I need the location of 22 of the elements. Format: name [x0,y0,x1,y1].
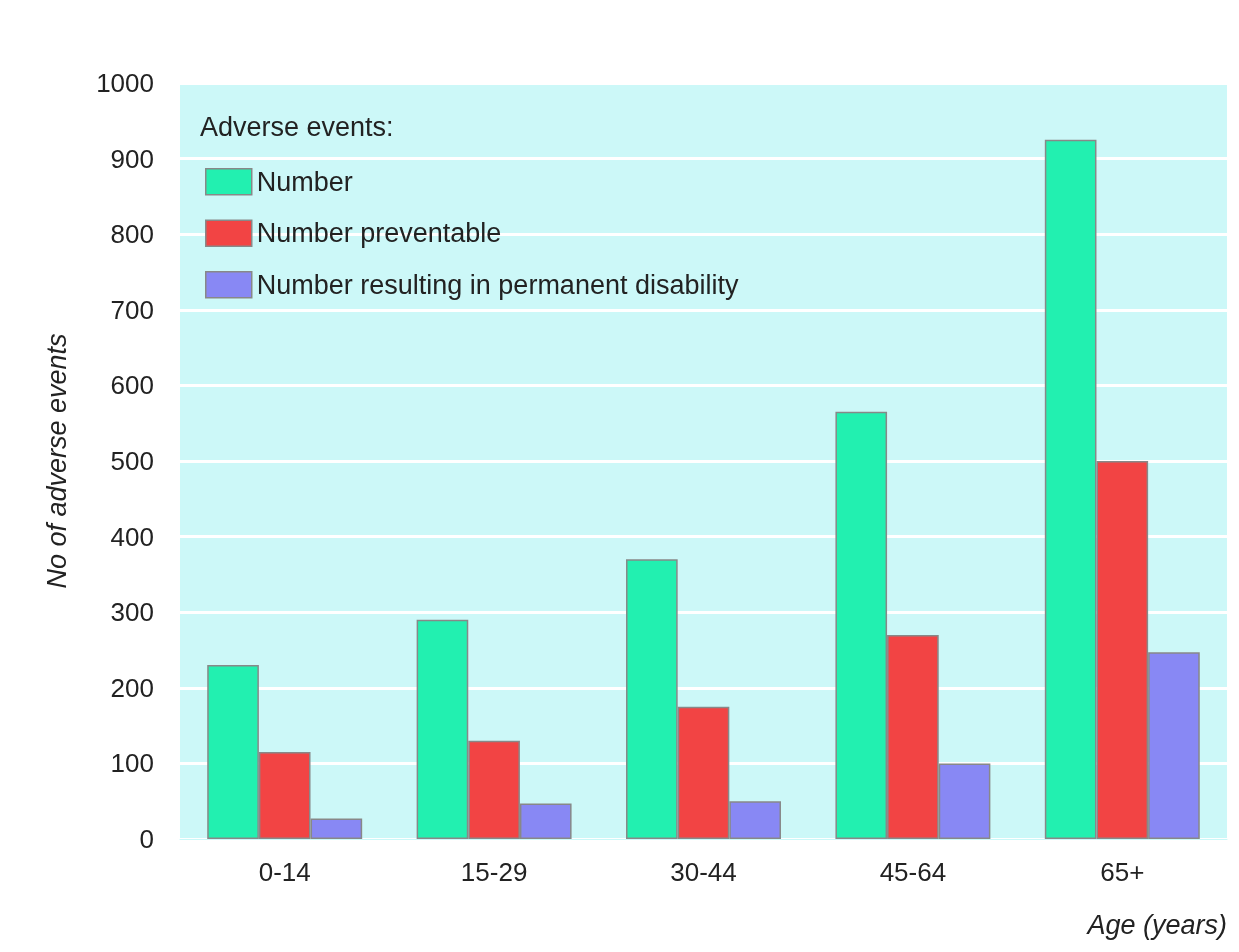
y-tick-label: 200 [110,672,154,703]
x-tick-label: 45-64 [879,857,947,887]
y-tick-label: 1000 [96,68,154,98]
y-tick-label: 500 [110,446,154,476]
y-tick-label: 400 [110,521,154,552]
y-tick-label: 0 [139,824,154,854]
x-tick-label: 0-14 [258,857,311,887]
legend-label: Number [256,166,353,197]
y-tick-label: 900 [110,143,154,174]
legend-title: Adverse events: [200,111,394,142]
y-tick-label: 100 [110,748,154,779]
y-tick-label: 800 [110,219,154,250]
x-tick-label: 65+ [1100,857,1145,887]
y-tick-label: 300 [110,597,154,628]
y-tick-label: 700 [110,294,154,325]
x-tick-label: 15-29 [460,857,528,887]
y-tick-label: 600 [110,370,154,401]
legend-label: Number resulting in permanent disability [256,269,739,300]
x-tick-label: 30-44 [670,857,737,887]
x-axis-title: Age (years) [1085,909,1228,940]
legend-label: Number preventable [256,218,502,249]
y-axis-title: No of adverse events [41,333,72,589]
